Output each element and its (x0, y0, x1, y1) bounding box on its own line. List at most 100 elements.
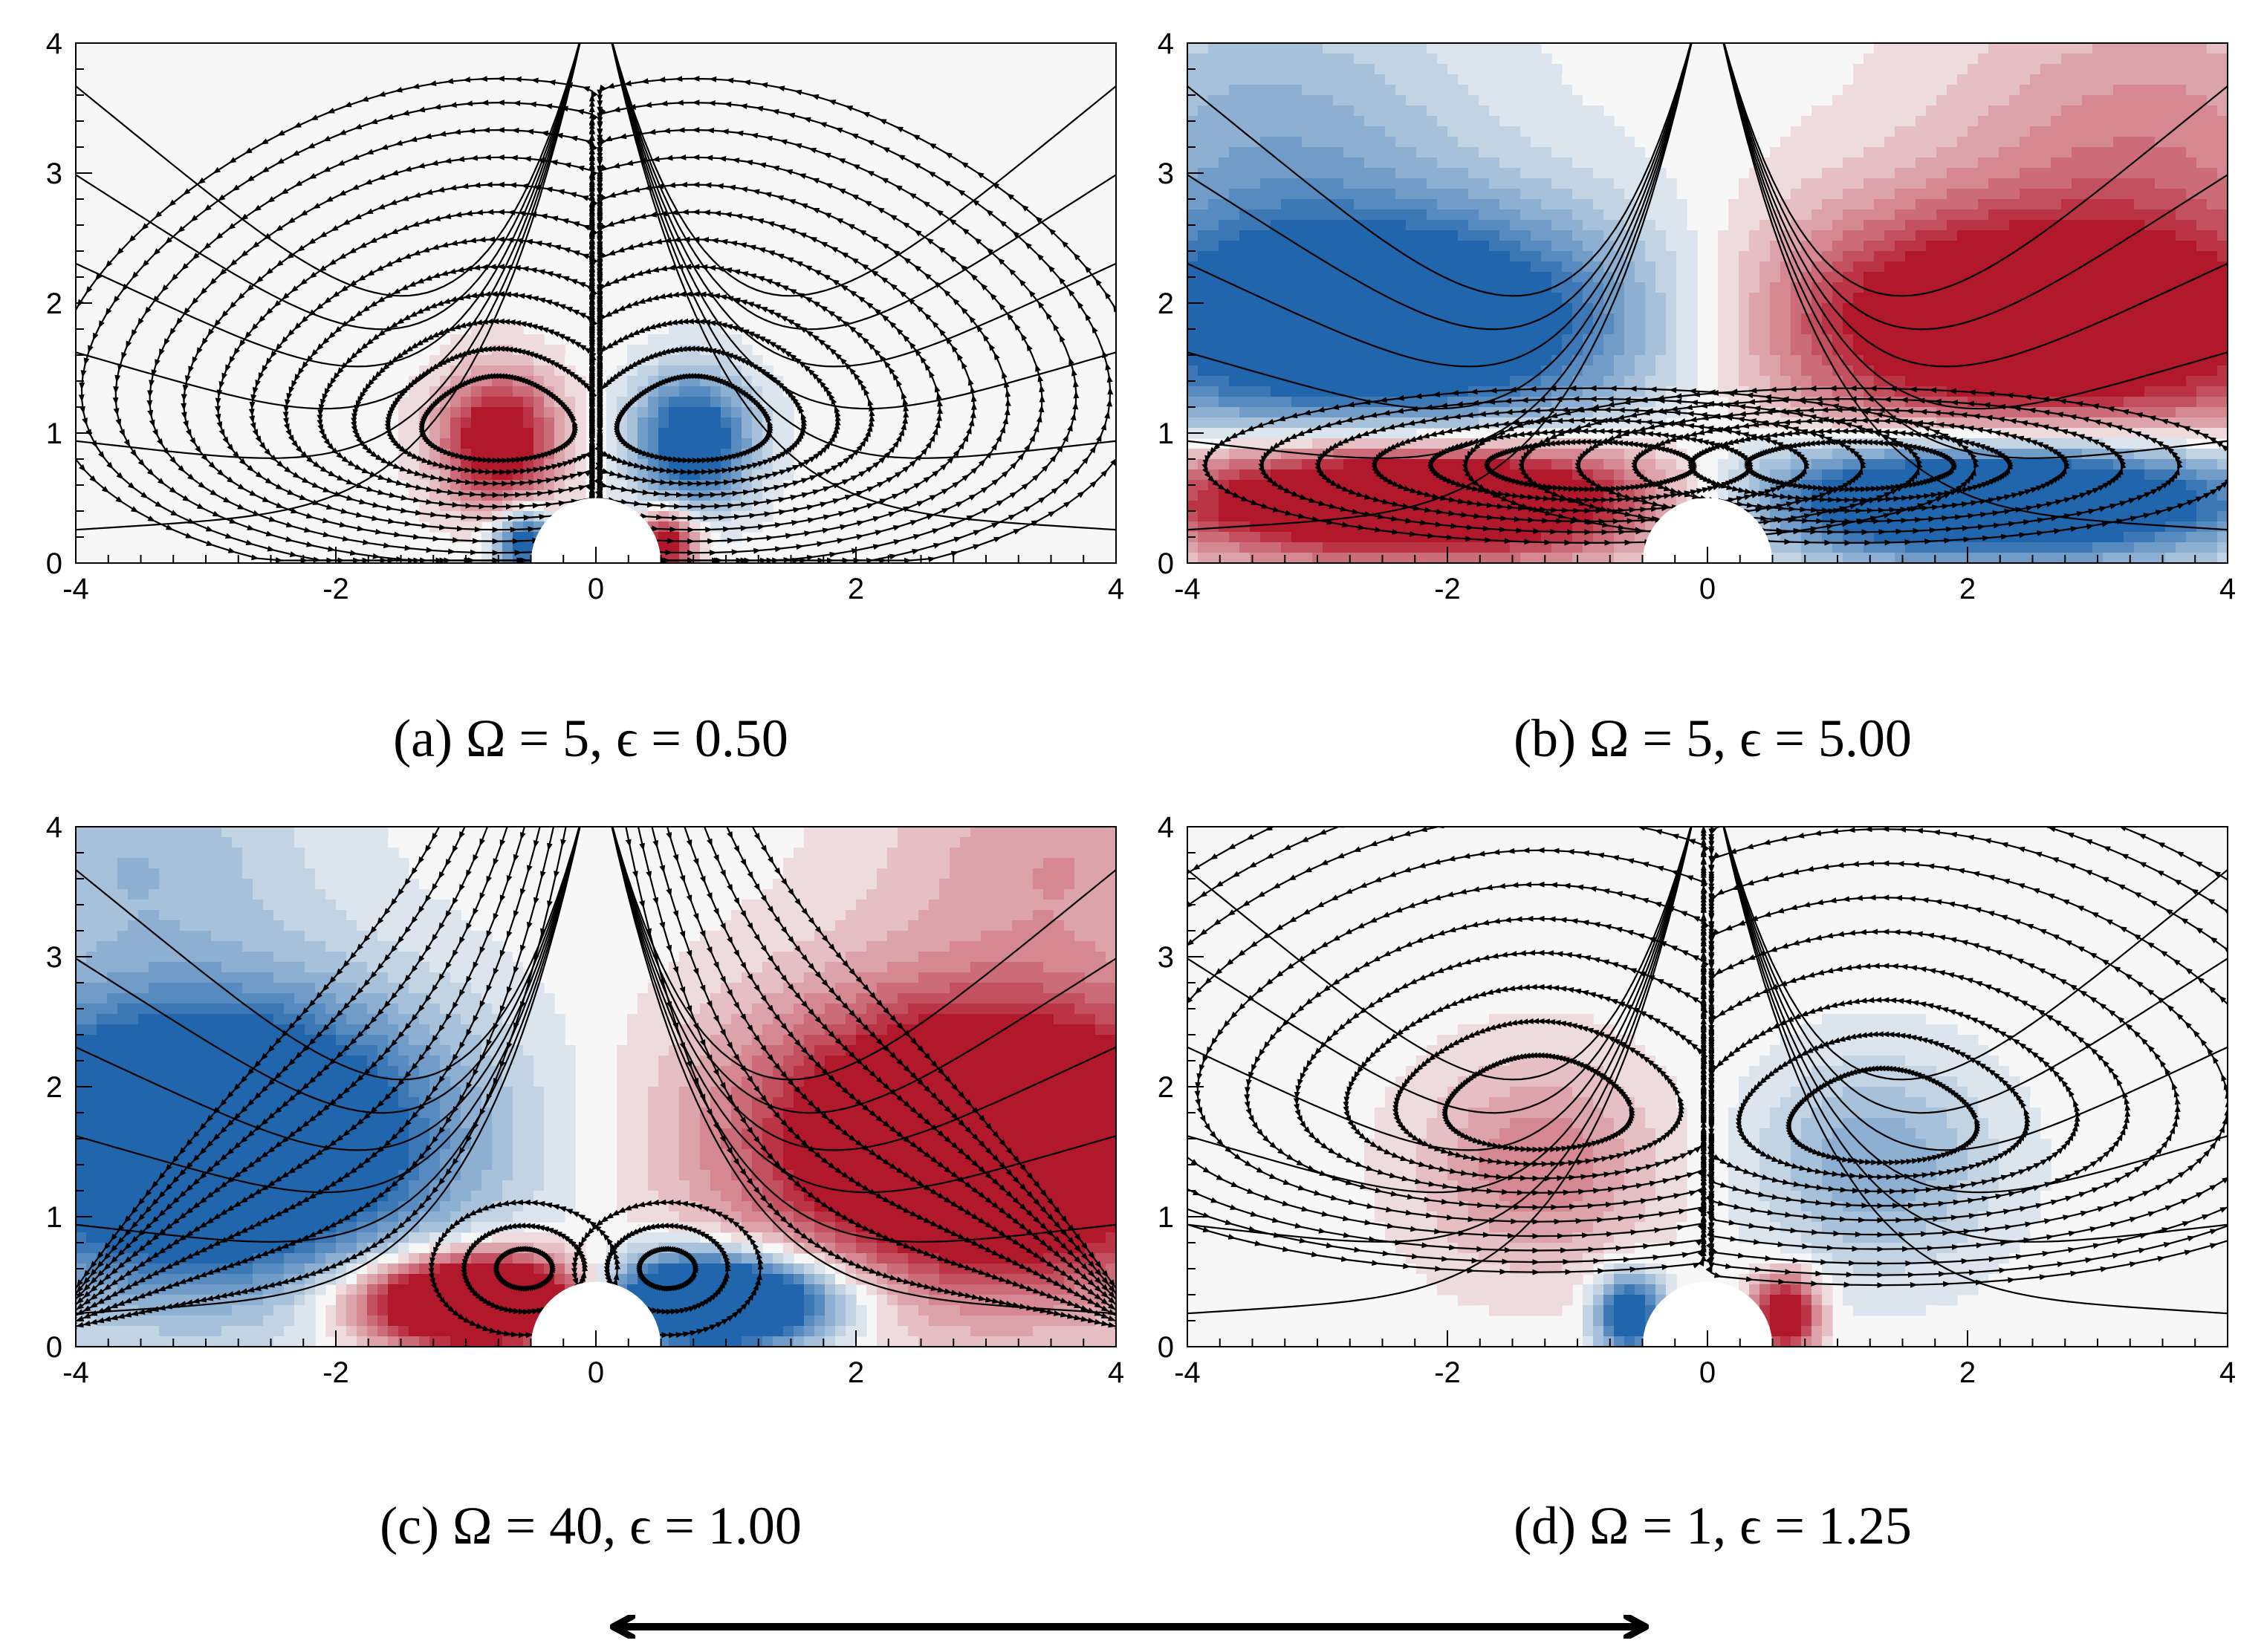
x-tick-label: 4 (2219, 1356, 2236, 1389)
streamline (1187, 827, 1693, 1243)
streamline (1705, 827, 2228, 1289)
panel-a: -4 -2 0 2 4 0 1 2 3 4 (46, 27, 1124, 605)
streamline (1187, 43, 1693, 410)
streamline (1187, 43, 1693, 459)
x-tick-label: -2 (1434, 573, 1461, 605)
y-tick-label: 3 (46, 941, 62, 974)
streamline (611, 827, 1116, 1315)
streamline (611, 827, 1116, 1194)
y-tick-label: 0 (46, 547, 62, 580)
x-tick-label: 4 (1108, 1356, 1124, 1389)
streamline (1187, 43, 1693, 368)
sphere (531, 498, 661, 563)
streamline (1722, 827, 2228, 1315)
y-tick-label: 3 (46, 157, 62, 190)
streamline (1722, 43, 2228, 531)
x-tick-label: 2 (1959, 1356, 1976, 1389)
x-tick-label: 4 (1108, 573, 1124, 605)
streamline (76, 827, 589, 1326)
streamline (1723, 43, 2228, 297)
streamline (76, 43, 580, 331)
caption-a: (a) Ω = 5, ϵ = 0.50 (393, 709, 788, 768)
panel-c: -4 -2 0 2 4 0 1 2 3 4 (46, 811, 1124, 1389)
streamline (603, 827, 1116, 1326)
sphere (1642, 498, 1773, 563)
streamline (1187, 827, 1693, 1151)
streamline (611, 43, 1116, 368)
y-tick-label: 2 (1158, 1071, 1174, 1104)
streamline (76, 43, 581, 368)
streamline (612, 827, 1116, 1081)
streamline (1723, 827, 2228, 1081)
streamline (611, 827, 1116, 1151)
x-tick-label: -2 (322, 1356, 349, 1389)
streamline (76, 827, 580, 1114)
streamline (1187, 43, 1693, 531)
sphere (1642, 1281, 1773, 1347)
x-tick-label: 0 (588, 573, 604, 605)
y-tick-label: 3 (1158, 157, 1174, 190)
streamline (1722, 827, 2228, 1243)
y-tick-label: 0 (1158, 1331, 1174, 1364)
y-tick-label: 0 (46, 1331, 62, 1364)
streamline (76, 827, 581, 1243)
y-tick-label: 1 (1158, 1201, 1174, 1234)
streamline (1187, 43, 1692, 331)
y-tick-label: 1 (46, 417, 62, 450)
streamline (1187, 43, 1692, 297)
y-tick-label: 2 (1158, 287, 1174, 320)
streamline (76, 827, 580, 1081)
y-tick-label: 1 (46, 1201, 62, 1234)
streamline (1187, 827, 1693, 1315)
streamline (612, 43, 1116, 297)
y-tick-label: 2 (46, 287, 62, 320)
x-tick-label: 2 (848, 1356, 864, 1389)
streamline (611, 827, 1116, 1243)
y-tick-label: 4 (1158, 811, 1174, 844)
x-tick-label: -2 (1434, 1356, 1461, 1389)
streamlines (1187, 43, 2228, 546)
streamline (593, 75, 1116, 563)
panel-b: -4 -2 0 2 4 0 1 2 3 4 (1158, 27, 2236, 605)
streamlines (1187, 827, 2228, 1315)
x-tick-label: 0 (588, 1356, 604, 1389)
streamline (76, 43, 580, 297)
streamline (1722, 43, 2228, 368)
streamline (1187, 827, 1692, 1081)
color-field (76, 43, 1116, 563)
streamline (76, 827, 581, 1315)
streamline (76, 827, 581, 1194)
streamline (611, 43, 1116, 531)
streamline (612, 827, 1116, 1114)
x-tick-label: -4 (1174, 1356, 1201, 1389)
x-tick-label: 2 (1959, 573, 1976, 605)
panel-d: -4 -2 0 2 4 0 1 2 3 4 (1158, 811, 2236, 1389)
streamline (76, 43, 581, 531)
streamline (1722, 827, 2228, 1151)
streamline (1723, 43, 2228, 331)
streamline (611, 43, 1116, 410)
streamlines (76, 827, 1116, 1339)
color-field (1187, 43, 2228, 563)
y-tick-label: 4 (1158, 27, 1174, 60)
color-field (76, 827, 1116, 1347)
x-tick-label: -4 (1174, 573, 1201, 605)
streamline (611, 43, 1116, 459)
streamline (1722, 827, 2228, 1194)
streamline (612, 43, 1116, 331)
x-tick-label: -2 (322, 573, 349, 605)
streamline (76, 43, 581, 459)
caption-c: (c) Ω = 40, ϵ = 1.00 (380, 1496, 802, 1555)
caption-d: (d) Ω = 1, ϵ = 1.25 (1514, 1496, 1912, 1555)
x-tick-label: -4 (62, 573, 89, 605)
x-tick-label: -4 (62, 1356, 89, 1389)
streamline (1187, 827, 1693, 1194)
color-field (1187, 827, 2228, 1347)
y-tick-label: 2 (46, 1071, 62, 1104)
streamline (1722, 43, 2228, 459)
caption-b: (b) Ω = 5, ϵ = 5.00 (1514, 709, 1912, 768)
x-tick-label: 0 (1699, 1356, 1716, 1389)
y-tick-label: 0 (1158, 547, 1174, 580)
x-tick-label: 2 (848, 573, 864, 605)
